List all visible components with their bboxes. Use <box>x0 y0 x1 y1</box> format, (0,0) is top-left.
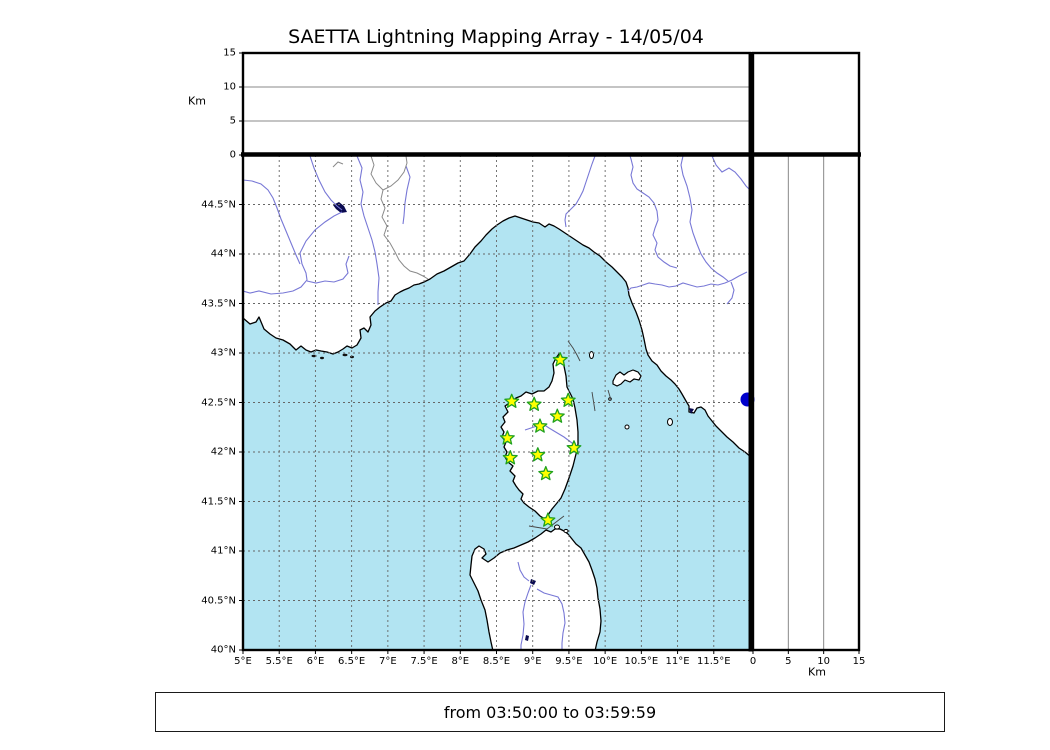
lma-station-marker <box>532 418 548 433</box>
lat-tick-label: 41.5°N <box>201 496 236 507</box>
lma-station-marker <box>540 512 556 527</box>
top-panel-km-tick-label: 5 <box>229 115 236 127</box>
right-panel-km-tick-label: 15 <box>852 656 866 667</box>
lma-station-marker <box>566 440 582 455</box>
lat-tick-label: 44.5°N <box>201 199 236 210</box>
lma-station-marker <box>538 465 554 481</box>
right-panel-km-tick-label: 5 <box>785 656 792 667</box>
lma-station-marker <box>560 392 576 407</box>
lon-tick-label: 8°E <box>451 656 470 667</box>
top-panel-km-tick-label: 15 <box>223 47 236 59</box>
lma-station-marker <box>504 393 520 408</box>
lon-tick-label: 6°E <box>306 656 325 667</box>
right-panel-km-tick-label: 0 <box>749 656 757 667</box>
lat-tick-label: 41°N <box>210 545 236 557</box>
figure-title: SAETTA Lightning Mapping Array - 14/05/0… <box>288 26 704 48</box>
top-panel-axis-label: Km <box>188 94 206 108</box>
time-range-box: from 03:50:00 to 03:59:59 <box>155 692 945 732</box>
lat-tick-label: 40.5°N <box>201 595 236 606</box>
lat-tick-label: 40°N <box>210 644 236 656</box>
lon-tick-label: 11.5°E <box>696 656 731 667</box>
lma-station-marker <box>502 450 518 465</box>
time-range-label: from 03:50:00 to 03:59:59 <box>443 702 657 722</box>
lma-station-marker <box>552 352 568 367</box>
lat-tick-label: 42.5°N <box>201 397 236 408</box>
right-panel-axis-label: Km <box>808 665 826 679</box>
lat-tick-label: 43°N <box>210 347 236 359</box>
lat-tick-label: 42°N <box>210 446 236 458</box>
lma-station-marker <box>549 408 565 423</box>
lon-tick-label: 10°E <box>593 656 618 667</box>
lon-tick-label: 5°E <box>234 656 252 667</box>
lat-tick-label: 43.5°N <box>201 298 236 309</box>
lon-tick-label: 9.5°E <box>555 656 583 667</box>
lma-station-marker <box>526 396 542 411</box>
top-panel-km-tick-label: 0 <box>229 149 236 161</box>
lon-tick-label: 5.5°E <box>265 656 293 667</box>
lma-station-marker <box>499 430 515 445</box>
lon-tick-label: 11°E <box>665 656 690 667</box>
top-panel-km-tick-label: 10 <box>223 81 236 93</box>
lma-station-marker <box>530 447 546 462</box>
lat-tick-label: 44°N <box>210 248 236 260</box>
lon-tick-label: 7°E <box>379 656 397 667</box>
lon-tick-label: 6.5°E <box>338 656 366 667</box>
right-panel-km-tick-label: 10 <box>817 656 831 667</box>
lon-tick-label: 7.5°E <box>410 656 438 667</box>
lon-tick-label: 8.5°E <box>482 656 511 667</box>
lon-tick-label: 10.5°E <box>624 656 659 667</box>
lon-tick-label: 9°E <box>523 656 542 667</box>
